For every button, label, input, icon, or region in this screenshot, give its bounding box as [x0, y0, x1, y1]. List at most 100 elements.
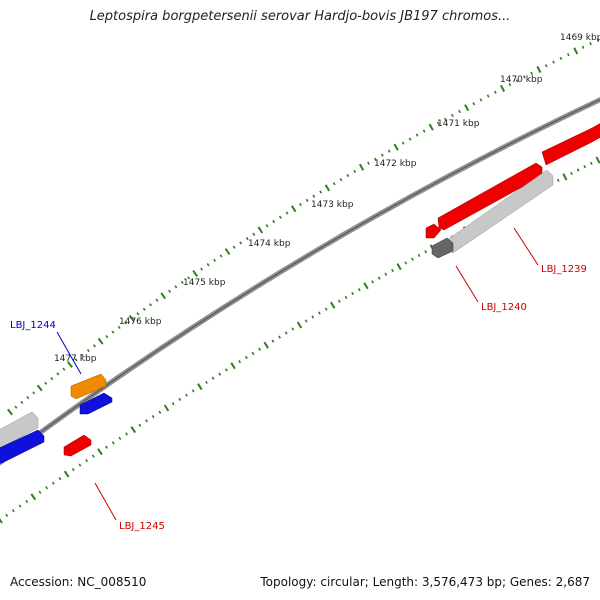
inner-track-minor-tick	[556, 178, 560, 182]
inner-track-minor-tick	[324, 307, 328, 311]
outer-track-minor-tick	[111, 330, 115, 334]
gene-features	[0, 123, 600, 464]
outer-track-minor-tick	[566, 53, 570, 57]
outer-track-minor-tick	[408, 137, 412, 141]
outer-track-minor-tick	[319, 190, 323, 194]
gene-arrow-blue-upper[interactable]	[79, 392, 113, 415]
gene-label-lbj-1244[interactable]: LBJ_1244	[10, 320, 56, 331]
inner-track-minor-tick	[583, 165, 587, 169]
outer-track-minor-tick	[136, 312, 140, 316]
inner-track-minor-tick	[344, 295, 348, 300]
gene-label-lbj-1239[interactable]: LBJ_1239	[541, 264, 587, 275]
outer-track-minor-tick	[74, 358, 78, 362]
outer-track-minor-tick	[50, 376, 54, 381]
inner-track-minor-tick	[151, 414, 155, 419]
tick-label: 1474 kbp	[248, 239, 291, 249]
inner-track-minor-tick	[185, 393, 188, 397]
outer-track-minor-tick	[581, 45, 585, 49]
gene-arrow-gray-left[interactable]	[0, 411, 39, 448]
outer-track-minor-tick	[44, 381, 48, 385]
outer-track-minor-tick	[380, 153, 384, 157]
outer-track-minor-tick	[20, 400, 24, 404]
outer-track-minor-tick	[367, 161, 370, 165]
inner-track-minor-tick	[377, 276, 381, 280]
outer-track-minor-tick	[278, 215, 282, 219]
inner-track-minor-tick	[589, 161, 593, 165]
outer-tick-track	[7, 38, 600, 416]
inner-track-minor-tick	[311, 315, 315, 319]
inner-track-minor-tick	[205, 380, 208, 385]
inner-track-minor-tick	[11, 509, 15, 513]
inner-track-major-tick	[562, 173, 568, 181]
tick-label: 1471 kbp	[437, 119, 480, 129]
inner-track-minor-tick	[424, 250, 428, 254]
inner-track-major-tick	[163, 404, 170, 412]
outer-track-major-tick	[7, 408, 13, 416]
inner-track-minor-tick	[278, 335, 281, 339]
outer-track-minor-tick	[155, 298, 159, 302]
outer-track-minor-tick	[479, 98, 483, 102]
outer-track-major-tick	[324, 184, 331, 192]
outer-track-minor-tick	[86, 348, 90, 353]
outer-track-minor-tick	[436, 121, 440, 125]
outer-track-minor-tick	[522, 75, 526, 79]
accession-text: Accession: NC_008510	[10, 575, 147, 589]
inner-track-minor-tick	[211, 376, 215, 380]
inner-track-minor-tick	[51, 481, 55, 485]
gene-label-lbj-1240[interactable]: LBJ_1240	[481, 302, 527, 313]
outer-track-minor-tick	[62, 367, 66, 371]
tick-label: 1470 kbp	[500, 75, 543, 85]
outer-track-minor-tick	[187, 276, 191, 280]
inner-track-minor-tick	[78, 463, 82, 467]
outer-track-major-tick	[358, 163, 365, 171]
outer-track-major-tick	[257, 226, 264, 234]
inner-track-minor-tick	[417, 253, 421, 258]
outer-track-minor-tick	[245, 236, 249, 241]
tick-label-group: 1469 kbp 1470 kbp 1471 kbp 1472 kbp 1473 kbp…	[54, 33, 600, 364]
inner-track-major-tick	[595, 156, 600, 164]
outer-track-minor-tick	[451, 113, 454, 118]
outer-track-minor-tick	[168, 289, 172, 293]
backbone-inner-line	[0, 99, 600, 464]
inner-track-minor-tick	[218, 372, 222, 376]
inner-track-minor-tick	[576, 168, 580, 172]
outer-track-major-tick	[36, 384, 43, 392]
inner-track-major-tick	[130, 426, 137, 434]
outer-track-minor-tick	[515, 79, 519, 83]
outer-track-minor-tick	[458, 109, 461, 114]
gene-arrow-lbj-1244[interactable]	[70, 373, 107, 400]
inner-track-minor-tick	[318, 311, 321, 315]
gene-arrow-lbj-1245[interactable]	[63, 434, 92, 457]
outer-track-major-tick	[224, 248, 231, 256]
outer-track-minor-tick	[117, 325, 121, 330]
gene-label-lbj-1245[interactable]: LBJ_1245	[119, 521, 165, 532]
gene-arrow-lbj-1239-part[interactable]	[541, 123, 600, 166]
outer-track-major-tick	[536, 65, 542, 74]
inner-track-major-tick	[63, 470, 70, 478]
gene-arrow-lbj-1240[interactable]	[431, 237, 454, 259]
inner-track-minor-tick	[404, 261, 408, 265]
inner-track-major-tick	[230, 362, 236, 370]
outer-track-minor-tick	[265, 224, 269, 228]
outer-track-major-tick	[428, 123, 434, 131]
outer-track-major-tick	[128, 314, 135, 322]
outer-track-minor-tick	[559, 56, 563, 60]
inner-track-minor-tick	[271, 339, 275, 343]
backbone-outer-line	[0, 96, 600, 466]
outer-track-minor-tick	[332, 182, 336, 186]
inner-track-major-tick	[330, 301, 336, 309]
outer-track-minor-tick	[508, 83, 512, 87]
outer-track-minor-tick	[174, 285, 178, 289]
inner-track-minor-tick	[118, 436, 122, 441]
outer-track-minor-tick	[552, 60, 555, 64]
gene-arrow-blue-left[interactable]	[0, 429, 45, 464]
tick-label: 1476 kbp	[119, 317, 162, 327]
inner-track-minor-tick	[224, 368, 228, 372]
inner-track-minor-tick	[111, 441, 115, 445]
inner-track-minor-tick	[284, 331, 288, 335]
gene-arrow-small[interactable]	[425, 223, 442, 239]
outer-track-minor-tick	[123, 321, 127, 325]
outer-track-major-tick	[97, 337, 104, 345]
outer-track-minor-tick	[353, 169, 357, 174]
inner-track-minor-tick	[125, 432, 128, 436]
